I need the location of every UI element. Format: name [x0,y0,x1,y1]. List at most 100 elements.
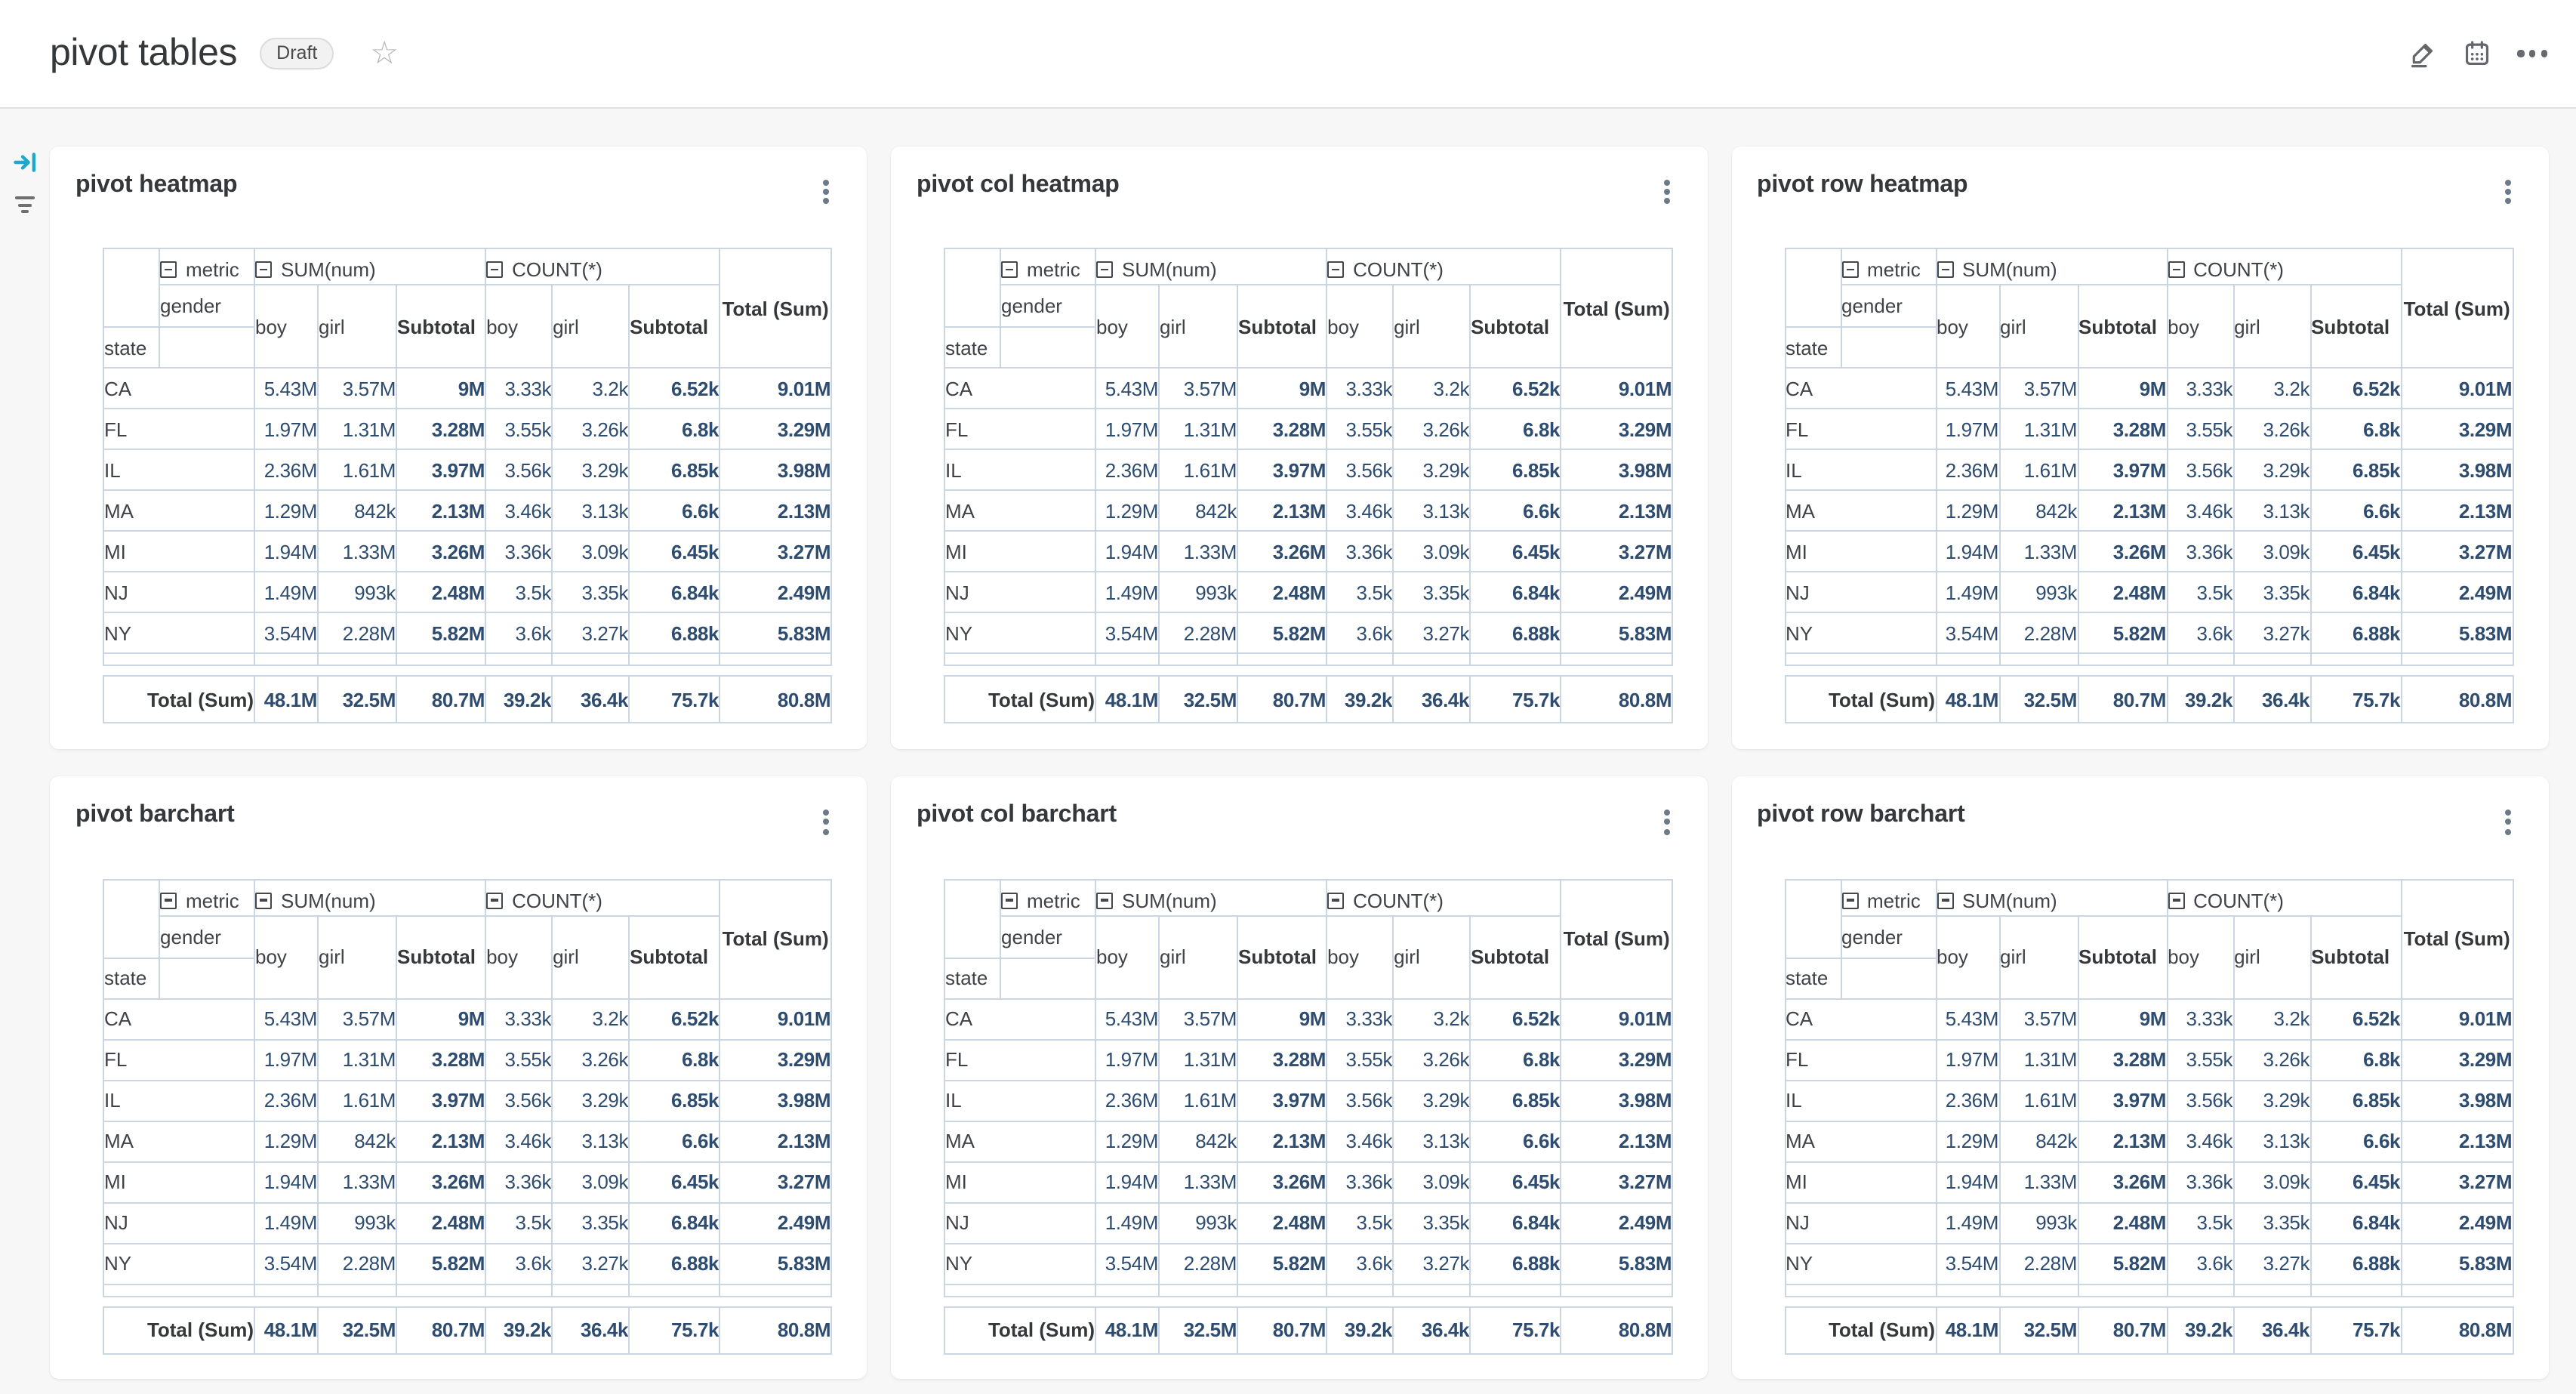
metric-header-label: metric [1867,889,1921,912]
value-cell: 3.27k [551,612,630,655]
pivot-table: metric SUM(num) COUNT(*) Total (Sum) gender b… [1784,248,2514,724]
chart-card: pivot heatmap metric SUM(num) COUNT(*) Tota… [50,146,867,748]
value-cell: 3.57M [1998,998,2078,1041]
value-cell: 3.27M [2400,530,2514,573]
value-cell: 2.48M [2076,1201,2168,1244]
total-value-cell: 75.7k [628,675,721,724]
value-cell: 6.85k [1469,449,1562,492]
value-cell: 2.13M [2400,1120,2514,1163]
pivot-table-wrapper: metric SUM(num) COUNT(*) Total (Sum) gender b… [103,248,867,724]
value-cell: 3.56k [485,1079,553,1122]
total-value-cell: 80.8M [2400,1306,2514,1355]
collapse-icon[interactable] [2168,892,2185,909]
gender-header: gender [1840,284,1937,328]
value-cell: 6.88k [2309,1242,2402,1285]
collapse-icon[interactable] [487,892,504,909]
filter-list-icon[interactable] [14,196,36,214]
spacer-cell [1326,652,1394,667]
value-cell: 5.43M [1935,367,2000,410]
chart-kebab-menu-icon[interactable] [1661,806,1673,838]
collapse-icon[interactable] [1097,892,1113,909]
collapse-icon[interactable] [256,261,272,279]
value-cell: 1.49M [1935,1201,2000,1244]
spacer-cell [1326,1283,1394,1297]
row-label: CA [1784,998,1937,1041]
collapse-icon[interactable] [1328,892,1345,909]
pivot-data-row: CA 5.43M 3.57M 9M 3.33k 3.2k 6.52k 9.01M [1784,998,2514,1041]
pivot-table: metric SUM(num) COUNT(*) Total (Sum) gender b… [1784,878,2514,1355]
metric-group-header-content: SUM(num) [1097,260,1217,279]
value-cell: 2.36M [1095,449,1160,492]
collapse-icon[interactable] [2168,261,2185,279]
collapse-icon[interactable] [1842,261,1858,279]
total-value-cell: 36.4k [1392,1306,1471,1355]
chart-card: pivot col barchart metric SUM(num) COUNT(*… [891,776,1708,1379]
value-cell: 2.49M [2400,1201,2514,1244]
state-header: state [1784,326,1841,369]
value-cell: 993k [317,1201,397,1244]
spacer-cell [2400,652,2514,667]
chart-kebab-menu-icon[interactable] [2501,176,2513,208]
collapse-icon[interactable] [256,892,272,909]
value-cell: 6.8k [2309,408,2402,451]
value-cell: 1.33M [1998,530,2078,573]
value-cell: 3.97M [1236,1079,1328,1122]
total-value-cell: 32.5M [1158,675,1238,724]
more-menu-icon[interactable] [2517,39,2547,69]
chart-kebab-menu-icon[interactable] [820,806,832,838]
total-value-cell: 36.4k [551,1306,630,1355]
row-label: NJ [944,571,1096,614]
total-value-cell: 80.8M [2400,675,2514,724]
metric-group-header-label: COUNT(*) [1353,258,1444,282]
column-header: girl [1392,914,1471,1000]
row-label: MI [1784,530,1937,573]
pivot-data-row: MA 1.29M 842k 2.13M 3.46k 3.13k 6.6k 2.13M [944,1120,1674,1163]
collapse-icon[interactable] [487,261,504,279]
collapse-icon[interactable] [1002,892,1018,909]
value-cell: 3.55k [2166,408,2235,451]
chart-kebab-menu-icon[interactable] [820,176,832,208]
collapse-icon[interactable] [1002,261,1018,279]
spacer-cell [1560,652,1674,667]
metric-group-header-content: COUNT(*) [2168,260,2284,279]
total-row-label: Total (Sum) [1784,1306,1937,1355]
metric-group-header: COUNT(*) [485,878,721,917]
state-header: state [103,326,160,369]
spacer-cell [1095,1283,1160,1297]
value-cell: 5.82M [2076,612,2168,655]
value-cell: 1.31M [1158,1038,1238,1081]
collapse-icon[interactable] [161,261,177,279]
collapse-icon[interactable] [1097,261,1113,279]
value-cell: 6.45k [1469,1161,1562,1204]
column-header: boy [254,284,319,369]
value-cell: 3.35k [551,571,630,614]
collapse-icon[interactable] [1328,261,1345,279]
total-value-cell: 48.1M [1095,675,1160,724]
expand-filter-bar-icon[interactable] [14,153,36,180]
collapse-icon[interactable] [161,892,177,909]
favorite-star-icon[interactable]: ☆ [370,36,399,71]
value-cell: 5.82M [395,1242,487,1285]
collapse-icon[interactable] [1937,892,1953,909]
value-cell: 3.13k [2232,1120,2312,1163]
collapse-icon[interactable] [1842,892,1858,909]
spacer-cell [628,1283,721,1297]
row-label: IL [103,1079,255,1122]
column-header: girl [1998,284,2078,369]
pivot-data-row: MA 1.29M 842k 2.13M 3.46k 3.13k 6.6k 2.13M [103,1120,833,1163]
value-cell: 2.48M [2076,571,2168,614]
chart-kebab-menu-icon[interactable] [1661,176,1673,208]
value-cell: 3.28M [1236,408,1328,451]
value-cell: 1.33M [1158,530,1238,573]
total-value-cell: 48.1M [254,675,319,724]
calendar-icon[interactable] [2464,39,2492,68]
value-cell: 1.61M [1998,1079,2078,1122]
row-label: FL [1784,408,1937,451]
row-label: NY [1784,612,1937,655]
pivot-total-row: Total (Sum) 48.1M 32.5M 80.7M 39.2k 36.4k 75.7… [944,675,1674,724]
collapse-icon[interactable] [1937,261,1953,279]
chart-kebab-menu-icon[interactable] [2501,806,2513,838]
edit-icon[interactable] [2409,39,2438,68]
value-cell: 3.36k [485,1161,553,1204]
